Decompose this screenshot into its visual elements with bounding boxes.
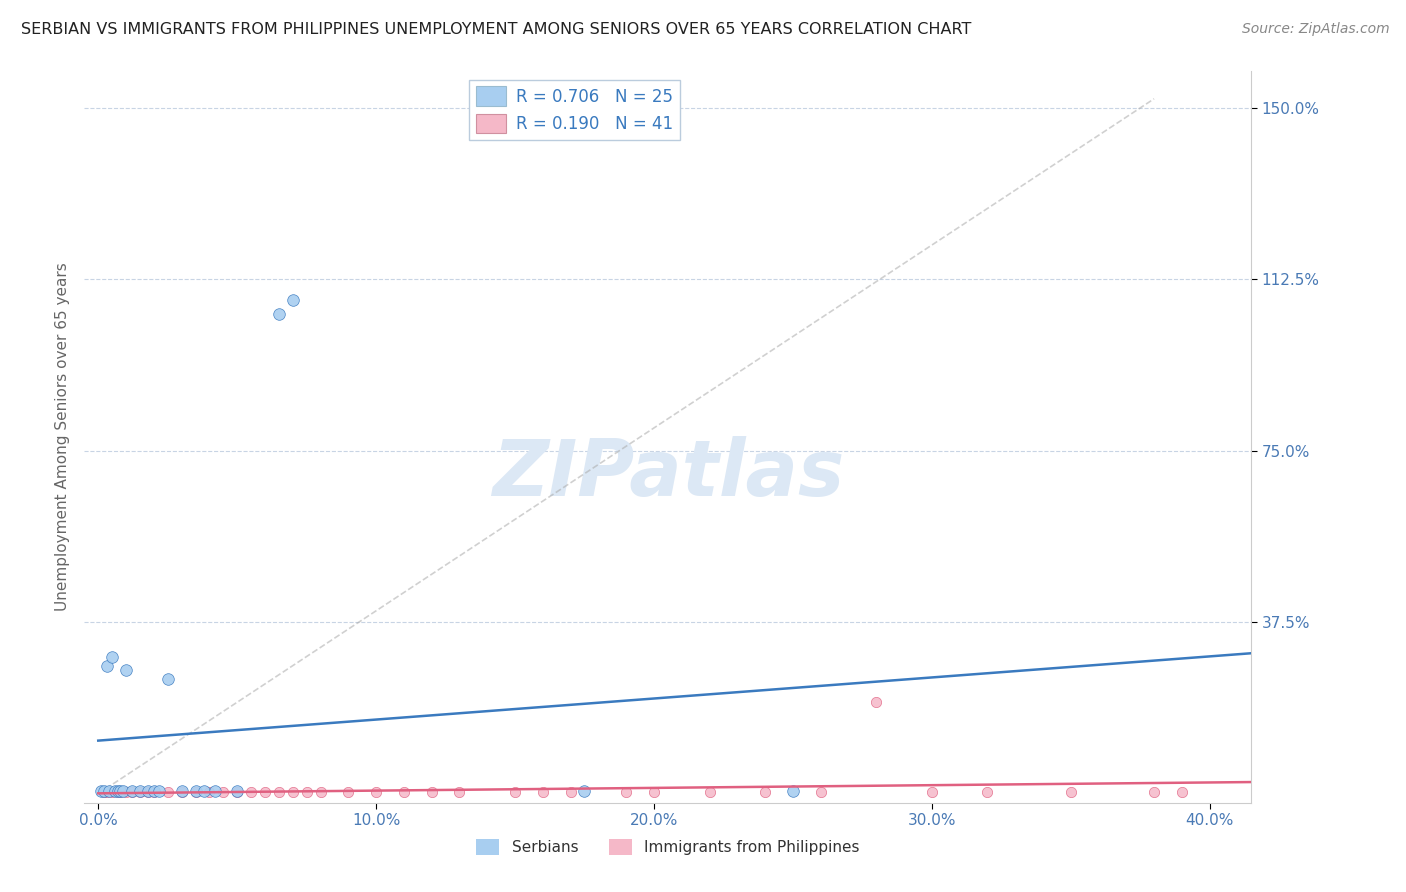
Text: SERBIAN VS IMMIGRANTS FROM PHILIPPINES UNEMPLOYMENT AMONG SENIORS OVER 65 YEARS : SERBIAN VS IMMIGRANTS FROM PHILIPPINES U… [21,22,972,37]
Point [337,785,360,799]
Point [267,307,290,321]
Point [921,785,943,799]
Point [782,784,804,798]
Point [110,785,132,799]
Point [170,785,193,799]
Point [136,785,159,799]
Point [810,785,832,799]
Point [420,785,443,799]
Point [574,784,596,798]
Point [1171,785,1194,799]
Point [101,785,124,799]
Point [392,785,415,799]
Point [531,785,554,799]
Point [96,785,118,799]
Point [112,784,135,798]
Point [115,663,138,677]
Point [253,785,276,799]
Point [643,785,665,799]
Point [240,785,263,799]
Point [104,784,127,798]
Point [184,784,207,798]
Point [309,785,332,799]
Point [281,293,304,307]
Point [93,785,115,799]
Point [754,785,776,799]
Point [226,784,249,798]
Point [1060,785,1083,799]
Point [976,785,998,799]
Point [184,785,207,799]
Point [129,785,152,799]
Point [121,785,143,799]
Point [295,785,318,799]
Point [212,785,235,799]
Y-axis label: Unemployment Among Seniors over 65 years: Unemployment Among Seniors over 65 years [55,263,70,611]
Point [156,673,179,687]
Point [142,784,165,798]
Point [699,785,721,799]
Point [107,784,129,798]
Point [107,785,129,799]
Point [115,785,138,799]
Text: Source: ZipAtlas.com: Source: ZipAtlas.com [1241,22,1389,37]
Point [98,784,121,798]
Text: ZIPatlas: ZIPatlas [492,435,844,512]
Point [1143,785,1166,799]
Point [267,785,290,799]
Point [865,695,887,709]
Point [142,785,165,799]
Point [136,784,159,798]
Point [129,784,152,798]
Point [614,785,637,799]
Legend: Serbians, Immigrants from Philippines: Serbians, Immigrants from Philippines [470,833,866,861]
Point [110,784,132,798]
Point [560,785,582,799]
Point [90,784,112,798]
Point [449,785,471,799]
Point [121,784,143,798]
Point [93,784,115,798]
Point [204,784,226,798]
Point [156,785,179,799]
Point [96,658,118,673]
Point [170,784,193,798]
Point [101,649,124,664]
Point [281,785,304,799]
Point [193,784,215,798]
Point [226,785,249,799]
Point [198,785,221,799]
Point [366,785,388,799]
Point [503,785,526,799]
Point [148,784,170,798]
